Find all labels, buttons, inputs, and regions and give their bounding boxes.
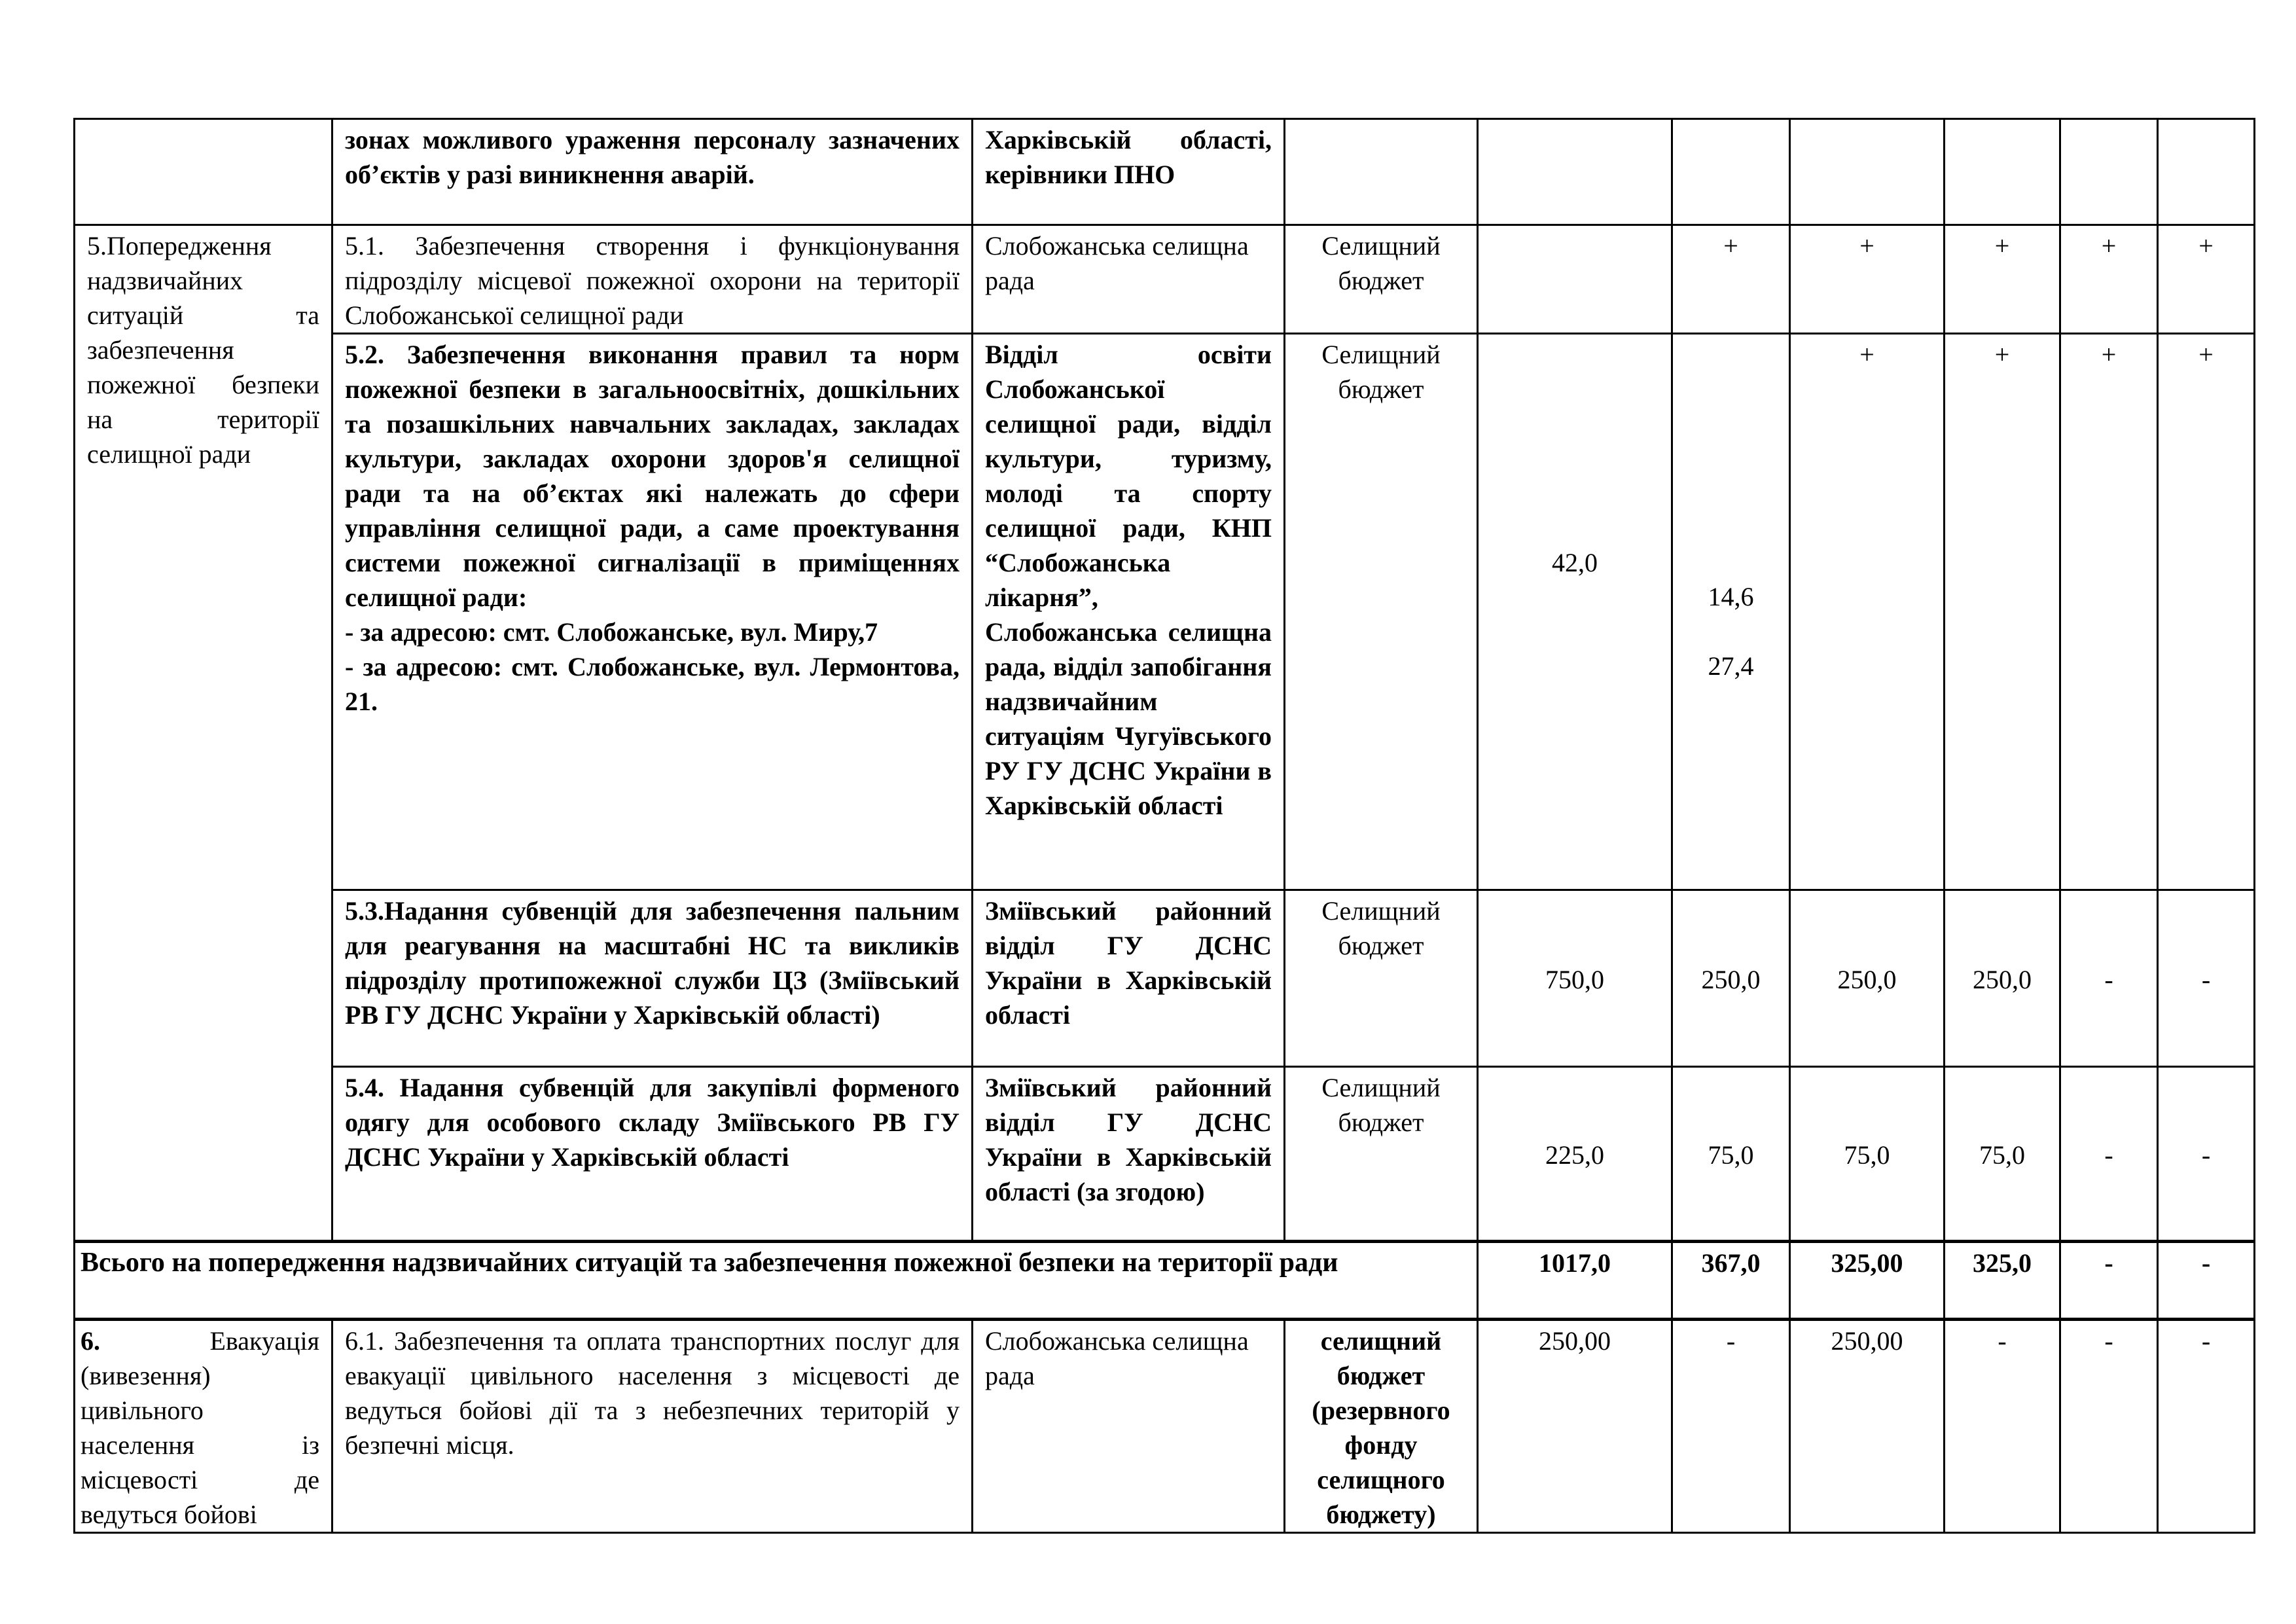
year1-value: 367,0: [1671, 1240, 1791, 1321]
table-row: 5.2. Забезпечення виконання правил та но…: [75, 333, 2255, 891]
address-2: - за адресою: смт. Слобожанське, вул. Ле…: [345, 652, 960, 716]
total-row: Всього на попередження надзвичайних ситу…: [73, 1240, 2255, 1321]
address-1: - за адресою: смт. Слобожанське, вул. Ми…: [345, 617, 878, 647]
total-value: 1017,0: [1477, 1240, 1673, 1321]
year4-value: -: [2059, 1240, 2159, 1321]
total-value: 750,0: [1477, 889, 1673, 1068]
funding-source: Селищний бюджет: [1283, 889, 1479, 1068]
task-description: зонах можливого ураження персоналу зазна…: [331, 118, 973, 226]
cell: [73, 118, 333, 226]
task-description: 6.1. Забезпечення та оплата транспортних…: [331, 1318, 973, 1534]
year2-value: 325,00: [1789, 1240, 1945, 1321]
year3-value: -: [1943, 1318, 2061, 1534]
year5-value: +: [2157, 224, 2255, 334]
year3-value: 325,0: [1943, 1240, 2061, 1321]
table-row: зонах можливого ураження персоналу зазна…: [73, 118, 2255, 226]
responsible: Слобожанська селищна рада: [971, 224, 1285, 334]
year1-value: +: [1671, 224, 1791, 334]
section-title-text: Евакуація (вивезення) цивільного населен…: [81, 1326, 319, 1529]
task-description: 5.3.Надання субвенцій для забезпечення п…: [331, 889, 973, 1068]
funding-source: селищний бюджет (резервного фонду селищн…: [1283, 1318, 1479, 1534]
year3-value: +: [1943, 224, 2061, 334]
responsible: Відділ освіти Слобожанської селищної рад…: [971, 333, 1285, 891]
year1-value-b: 27,4: [1708, 651, 1754, 681]
table-row: 6. Евакуація (вивезення) цивільного насе…: [73, 1318, 2255, 1534]
task-description: 5.1. Забезпечення створення і функціонув…: [331, 224, 973, 334]
responsible: Зміївський районний відділ ГУ ДСНС Украї…: [971, 889, 1285, 1068]
year1-value-a: 14,6: [1708, 582, 1754, 611]
year4-value: -: [2059, 1066, 2159, 1242]
total-value: 42,0: [1477, 333, 1673, 891]
section-title: 6. Евакуація (вивезення) цивільного насе…: [73, 1318, 333, 1534]
section-number: 6.: [81, 1326, 100, 1356]
task-text: 5.2. Забезпечення виконання правил та но…: [345, 340, 960, 612]
cell: [1477, 118, 1673, 226]
year1-value: 75,0: [1671, 1066, 1791, 1242]
funding-source-text: селищний бюджет (резервного фонду селищн…: [1312, 1326, 1450, 1529]
year4-value: -: [2059, 1318, 2159, 1534]
funding-source: Селищний бюджет: [1283, 333, 1479, 891]
total-value: 250,00: [1477, 1318, 1673, 1534]
year3-value: 250,0: [1943, 889, 2061, 1068]
year2-value: +: [1789, 224, 1945, 334]
program-table: зонах можливого ураження персоналу зазна…: [73, 118, 2255, 1534]
year2-value: +: [1789, 333, 1945, 891]
task-description: 5.2. Забезпечення виконання правил та но…: [331, 333, 973, 891]
responsible: Слобожанська селищна рада: [971, 1318, 1285, 1534]
total-value: 225,0: [1477, 1066, 1673, 1242]
cell: [2059, 118, 2159, 226]
year1-value: -: [1671, 1318, 1791, 1534]
cell: [1943, 118, 2061, 226]
year1-value: 14,6 27,4: [1671, 333, 1791, 891]
total-value-text: 42,0: [1552, 548, 1598, 577]
funding-source: Селищний бюджет: [1283, 1066, 1479, 1242]
cell: [1789, 118, 1945, 226]
year2-value: 250,0: [1789, 889, 1945, 1068]
total-label: Всього на попередження надзвичайних ситу…: [73, 1240, 1479, 1321]
section-title: 5.Попередження надзвичайних ситуацій та …: [73, 224, 333, 1242]
year5-value: -: [2157, 1066, 2255, 1242]
cell: [1283, 118, 1479, 226]
year4-value: +: [2059, 224, 2159, 334]
year5-value: -: [2157, 889, 2255, 1068]
funding-source: Селищний бюджет: [1283, 224, 1479, 334]
table-row: 5.3.Надання субвенцій для забезпечення п…: [75, 889, 2255, 1068]
responsible: Харківській області, керівники ПНО: [971, 118, 1285, 226]
year5-value: -: [2157, 1240, 2255, 1321]
year4-value: -: [2059, 889, 2159, 1068]
table-row: 5.Попередження надзвичайних ситуацій та …: [73, 224, 2255, 1242]
year2-value: 75,0: [1789, 1066, 1945, 1242]
year3-value: +: [1943, 333, 2061, 891]
cell: [2157, 118, 2255, 226]
responsible: Зміївський районний відділ ГУ ДСНС Украї…: [971, 1066, 1285, 1242]
total-value: [1477, 224, 1673, 334]
year2-value: 250,00: [1789, 1318, 1945, 1534]
year5-value: -: [2157, 1318, 2255, 1534]
year3-value: 75,0: [1943, 1066, 2061, 1242]
year4-value: +: [2059, 333, 2159, 891]
cell: [1671, 118, 1791, 226]
year5-value: +: [2157, 333, 2255, 891]
task-description: 5.4. Надання субвенцій для закупівлі фор…: [331, 1066, 973, 1242]
year1-value: 250,0: [1671, 889, 1791, 1068]
table-row: 5.4. Надання субвенцій для закупівлі фор…: [75, 1066, 2255, 1242]
